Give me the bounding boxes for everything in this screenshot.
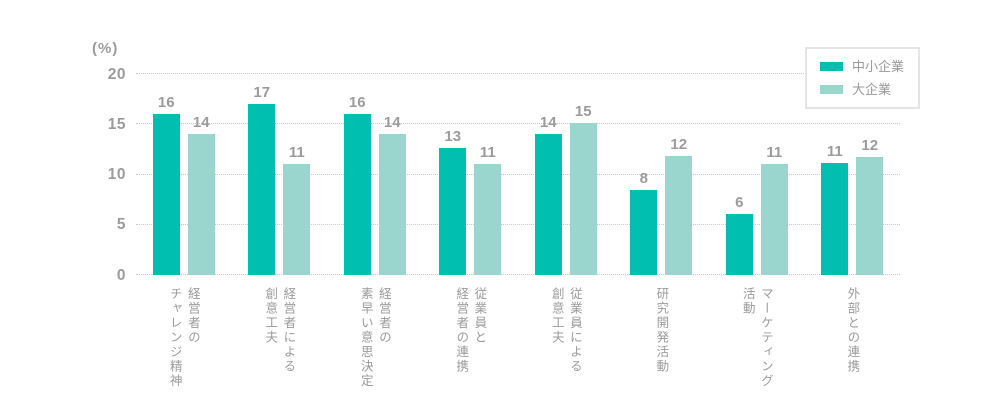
bar-中小企業 [343,114,371,275]
legend-item: 大企業 [820,83,904,96]
bar-中小企業 [152,114,180,275]
plot-area: 16 14 17 11 16 14 13 11 14 15 8 12 6 11 11 12 [136,73,900,275]
bar-cell: 16 [343,74,371,275]
bar-value-label: 8 [639,169,648,187]
bar-value-label: 11 [288,144,305,162]
bar-value-label: 12 [670,136,688,154]
bar-中小企業 [821,163,849,275]
category-label: 経営者による 創意工夫 [263,287,296,374]
bar-cell: 14 [378,74,406,275]
bar-value-label: 14 [192,114,210,132]
bar-大企業 [187,134,215,275]
bar-大企業 [283,164,311,275]
bar-cell: 6 [725,74,753,275]
gridline [136,123,900,125]
bar-中小企業 [725,213,753,275]
bar-中小企業 [248,104,276,275]
category-label: 経営者の チャレンジ精神 [167,287,200,389]
bar-大企業 [378,134,406,275]
category-slot: 経営者による 創意工夫 [232,287,328,405]
bar-value-label: 13 [444,128,462,146]
legend-swatch [820,85,843,94]
legend: 中小企業 大企業 [805,47,921,109]
bar-value-label: 11 [479,144,496,162]
bar-cell: 15 [569,74,597,275]
bar-value-label: 11 [826,143,843,161]
category-slot: 外部との連携 [805,287,901,405]
category-label: 経営者の 素早い意思決定 [358,287,391,389]
bar-value-label: 12 [861,137,879,155]
gridline [136,274,900,275]
category-label: 従業員による 創意工夫 [549,287,582,374]
category-slot: 従業員と 経営者の連携 [423,287,519,405]
y-axis: 0 5 10 15 20 [0,66,126,282]
bar-cell: 8 [630,74,658,275]
bar-cell: 11 [821,74,849,275]
bar-value-label: 15 [574,103,592,121]
bar-group: 6 11 [709,74,805,275]
legend-label: 中小企業 [852,59,905,74]
category-label: 外部との連携 [845,287,860,374]
category-slot: マーケティング 活動 [709,287,805,405]
bar-cell: 11 [283,74,311,275]
bar-cell: 14 [534,74,562,275]
y-tick-label: 0 [116,266,126,284]
category-slot: 経営者の 素早い意思決定 [327,287,423,405]
bar-cell: 11 [474,74,502,275]
bar-cell: 17 [248,74,276,275]
y-tick-label: 5 [116,216,126,233]
bar-大企業 [474,164,502,275]
bar-大企業 [569,123,597,275]
y-tick-label: 10 [107,165,126,183]
bar-group: 14 15 [518,74,614,275]
gridline [136,173,900,175]
bar-groups: 16 14 17 11 16 14 13 11 14 15 8 12 6 11 11 12 [136,74,900,275]
bar-group: 16 14 [136,74,232,275]
y-tick-label: 20 [107,65,126,83]
bar-group: 8 12 [614,74,710,275]
gridline [136,223,900,225]
bar-value-label: 17 [253,84,271,102]
bar-group: 16 14 [327,74,423,275]
bar-value-label: 14 [383,114,401,132]
bar-group: 17 11 [232,74,328,275]
bar-cell: 12 [856,74,884,275]
category-label: マーケティング 活動 [740,287,773,389]
bar-中小企業 [630,189,658,275]
bar-value-label: 6 [735,193,744,211]
bar-cell: 16 [152,74,180,275]
category-slot: 経営者の チャレンジ精神 [136,287,232,405]
legend-swatch [820,62,843,71]
bar-cell: 14 [187,74,215,275]
bar-value-label: 11 [766,144,783,162]
gridline [136,73,900,74]
bar-value-label: 16 [348,94,366,112]
bar-大企業 [760,164,788,275]
bar-value-label: 14 [539,114,557,132]
category-label: 従業員と 経営者の連携 [454,287,487,374]
y-tick-label: 15 [107,115,126,133]
bar-大企業 [665,156,693,275]
bar-value-label: 16 [157,94,175,112]
category-slot: 従業員による 創意工夫 [518,287,614,405]
bar-大企業 [856,157,884,275]
bar-cell: 11 [760,74,788,275]
bar-group: 11 12 [805,74,901,275]
bar-中小企業 [439,148,467,275]
legend-label: 大企業 [852,82,892,97]
legend-item: 中小企業 [820,60,904,73]
bar-中小企業 [534,134,562,275]
bar-cell: 13 [439,74,467,275]
category-label: 研究開発活動 [654,287,669,374]
category-axis: 経営者の チャレンジ精神 経営者による 創意工夫 経営者の 素早い意思決定 従業員と … [136,287,900,405]
bar-group: 13 11 [423,74,519,275]
y-axis-unit-label: (%) [92,40,119,57]
bar-cell: 12 [665,74,693,275]
category-slot: 研究開発活動 [614,287,710,405]
